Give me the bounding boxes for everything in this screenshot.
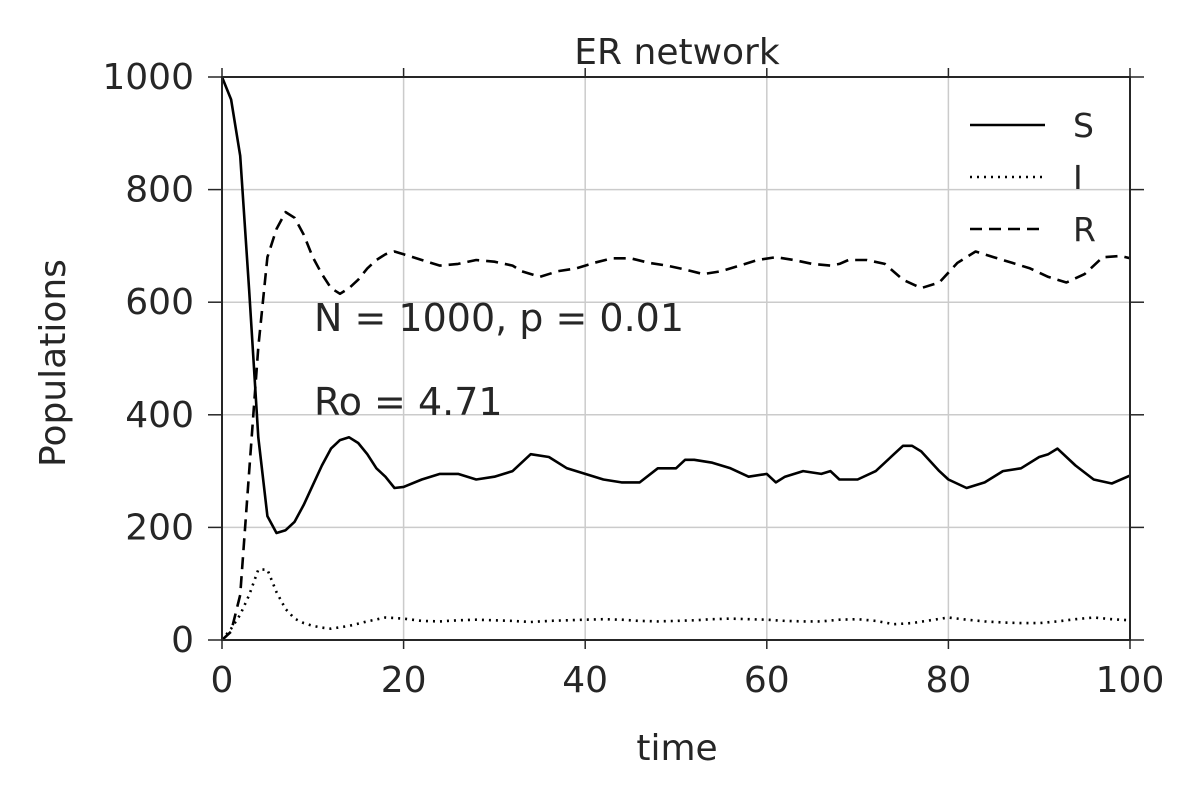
- series-line-r: [221, 210, 1131, 641]
- y-tick-label: 1000: [102, 57, 194, 98]
- y-tick-label: 400: [125, 395, 194, 436]
- plot-frame: [221, 76, 1131, 641]
- axis-ticks: [208, 68, 1144, 649]
- legend-label-r: R: [1073, 210, 1096, 249]
- y-tick-label: 600: [125, 282, 194, 323]
- x-tick-label: 80: [925, 660, 971, 701]
- x-axis-label: time: [636, 728, 717, 769]
- x-tick-label: 100: [1096, 660, 1165, 701]
- x-tick-label: 0: [211, 660, 234, 701]
- annotation-ro-value: Ro = 4.71: [314, 380, 503, 424]
- legend: SIR: [970, 106, 1096, 249]
- annotation-network-params: N = 1000, p = 0.01: [314, 296, 684, 340]
- x-tick-label: 20: [381, 660, 427, 701]
- x-tick-label: 60: [744, 660, 790, 701]
- y-axis-label: Populations: [33, 259, 74, 467]
- chart-title: ER network: [574, 32, 780, 73]
- y-tick-label: 800: [125, 170, 194, 211]
- y-tick-label: 200: [125, 507, 194, 548]
- x-tick-label: 40: [562, 660, 608, 701]
- y-tick-label: 0: [171, 620, 194, 661]
- legend-label-s: S: [1073, 106, 1094, 145]
- legend-label-i: I: [1073, 158, 1083, 197]
- series-lines: [220, 76, 1131, 641]
- series-line-s: [220, 76, 1131, 535]
